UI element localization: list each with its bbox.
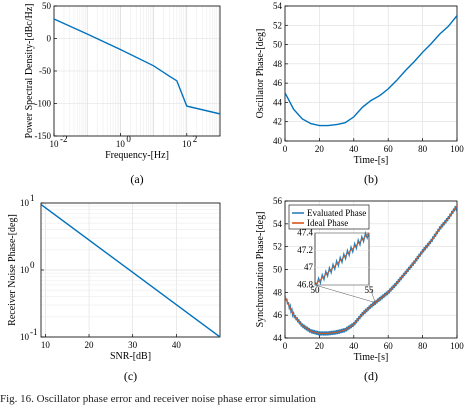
- x-axis-label: Time-[s]: [354, 352, 389, 363]
- series-line-a-0: [54, 18, 220, 115]
- x-axis-label: Time-[s]: [354, 155, 389, 166]
- x-tick-label: 30: [128, 340, 138, 350]
- x-tick-exponent: 0: [126, 134, 131, 144]
- y-axis-label: Synchronization Phase-[deg]: [255, 212, 266, 328]
- chart-a: 10 -2 10 0 10 2-150-100-50050Frequency-[Hz]Po…: [24, 1, 221, 186]
- figure-caption: Fig. 16. Oscillator phase error and rece…: [0, 393, 316, 405]
- x-tick-exponent: -2: [60, 134, 68, 144]
- y-axis-label: Oscillator Phase-[deg]: [255, 29, 266, 119]
- x-tick-label: 40: [349, 341, 359, 351]
- inset-y-tick-label: 47.4: [297, 228, 313, 238]
- y-tick-label: 10: [20, 332, 30, 342]
- series-line-d-1: [285, 205, 457, 334]
- x-tick-label: 20: [315, 341, 325, 351]
- y-tick-label: 48: [273, 287, 283, 297]
- chart-b: 0 20 40 60 80 100 40 42 44 46 48 50 52 54 Time-[s] Osci…: [255, 1, 464, 186]
- plot-area: [285, 6, 457, 141]
- x-tick-label: 40: [349, 144, 359, 154]
- x-tick-label: 40: [172, 340, 182, 350]
- inset-series-ideal: [314, 232, 370, 286]
- y-axis-label: Power Spectral Density-[dBc/Hz]: [24, 4, 35, 139]
- legend-box: [288, 204, 370, 230]
- inset-connector: [368, 284, 376, 303]
- inset-y-tick-label: 47: [304, 262, 314, 272]
- subfigure-label: (b): [364, 172, 378, 186]
- y-tick-label: 52: [273, 20, 282, 30]
- legend-label: Ideal Phase: [307, 218, 348, 228]
- y-tick-exponent: 1: [30, 193, 35, 203]
- chart-d: 0 20 40 60 80 100 44 46 48 50 52 54 56 Time-[s] Synchr…: [255, 196, 464, 383]
- y-tick-label: 10: [20, 198, 30, 208]
- inset-x-tick-label: 55: [365, 285, 375, 295]
- y-tick-label: 48: [273, 59, 283, 69]
- x-tick-label: 80: [418, 341, 428, 351]
- subfigure-label: (a): [130, 172, 143, 186]
- x-tick-exponent: 2: [193, 134, 198, 144]
- y-tick-label: -150: [35, 131, 52, 141]
- legend-label: Evaluated Phase: [307, 208, 366, 218]
- y-tick-label: -50: [39, 66, 51, 76]
- x-tick-label: 20: [85, 340, 95, 350]
- y-tick-label: 44: [273, 333, 283, 343]
- subfigure-label: (c): [124, 369, 137, 383]
- y-tick-label: 0: [47, 34, 52, 44]
- y-tick-label: 46: [273, 310, 283, 320]
- x-tick-label: 60: [384, 144, 394, 154]
- x-tick-label: 10: [182, 139, 192, 149]
- y-tick-label: 54: [273, 219, 283, 229]
- y-tick-label: 40: [273, 136, 283, 146]
- y-tick-label: 56: [273, 196, 283, 206]
- x-tick-label: 0: [283, 144, 288, 154]
- y-tick-label: 50: [273, 265, 283, 275]
- x-axis-label: SNR-[dB]: [110, 351, 151, 362]
- y-tick-label: 50: [273, 40, 283, 50]
- x-tick-label: 10: [41, 340, 51, 350]
- y-tick-label: 42: [273, 117, 282, 127]
- x-axis-label: Frequency-[Hz]: [105, 150, 169, 161]
- inset-series-evaluated: [314, 230, 370, 287]
- y-axis-label: Receiver Noise Phase-[deg]: [7, 214, 18, 326]
- y-tick-label: 54: [273, 1, 283, 11]
- x-tick-label: 0: [283, 341, 288, 351]
- inset-x-tick-label: 50: [311, 285, 321, 295]
- y-tick-exponent: -1: [30, 327, 38, 337]
- inset-connector: [314, 284, 376, 303]
- subfigure-label: (d): [364, 369, 378, 383]
- y-tick-label: 52: [273, 242, 282, 252]
- series-line-c-0: [41, 203, 220, 337]
- y-tick-label: 50: [42, 1, 52, 11]
- axes-frame: [284, 5, 458, 142]
- inset-y-tick-label: 46.8: [297, 280, 313, 290]
- y-tick-label: -100: [35, 99, 52, 109]
- y-tick-exponent: 0: [30, 260, 35, 270]
- y-tick-label: 10: [20, 265, 30, 275]
- x-tick-label: 10: [50, 139, 60, 149]
- y-tick-label: 44: [273, 97, 283, 107]
- x-tick-label: 10: [116, 139, 126, 149]
- inset-y-tick-label: 47.2: [297, 245, 313, 255]
- x-tick-label: 80: [418, 144, 428, 154]
- x-tick-label: 20: [315, 144, 325, 154]
- series-line-b-0: [285, 15, 457, 127]
- x-tick-label: 100: [450, 341, 464, 351]
- x-tick-label: 60: [384, 341, 394, 351]
- y-tick-label: 46: [273, 78, 283, 88]
- x-tick-label: 100: [450, 144, 464, 154]
